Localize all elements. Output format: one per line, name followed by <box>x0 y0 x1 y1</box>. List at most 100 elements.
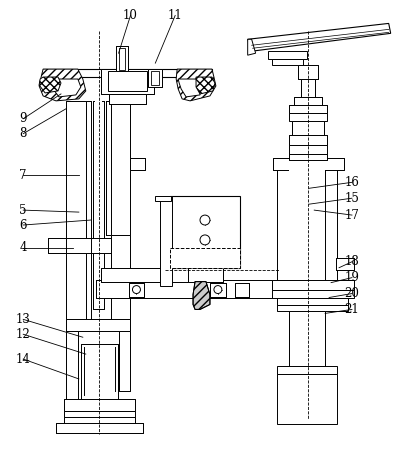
Bar <box>278 366 337 374</box>
Bar <box>301 79 315 97</box>
Bar <box>64 399 135 411</box>
Bar <box>48 238 118 253</box>
Bar <box>289 135 327 145</box>
Bar <box>325 169 337 283</box>
Polygon shape <box>178 79 200 97</box>
Bar <box>66 253 86 320</box>
Bar <box>177 69 212 77</box>
Bar <box>43 69 212 77</box>
Bar <box>93 101 104 309</box>
Bar <box>188 268 223 282</box>
Bar <box>86 101 91 319</box>
Bar <box>101 69 154 94</box>
Polygon shape <box>176 69 216 101</box>
Text: 20: 20 <box>345 287 359 300</box>
Bar <box>289 135 327 145</box>
Circle shape <box>133 285 140 294</box>
Bar <box>289 311 325 366</box>
Bar <box>298 65 318 79</box>
Bar <box>289 154 327 160</box>
Text: 6: 6 <box>19 218 27 231</box>
Bar <box>131 159 145 170</box>
Bar <box>278 305 348 311</box>
Circle shape <box>200 235 210 245</box>
Bar <box>111 235 131 320</box>
Bar <box>48 238 118 253</box>
Text: 9: 9 <box>19 112 27 125</box>
Text: 16: 16 <box>345 176 359 189</box>
Bar <box>56 423 143 433</box>
Polygon shape <box>39 69 86 101</box>
Text: 13: 13 <box>16 313 31 326</box>
Text: 14: 14 <box>16 352 31 366</box>
Bar <box>106 101 111 235</box>
Bar <box>272 289 354 298</box>
Text: 17: 17 <box>345 208 359 222</box>
Bar <box>177 69 212 77</box>
Bar <box>101 268 200 282</box>
Bar <box>111 235 131 320</box>
Bar <box>96 280 314 298</box>
Bar <box>278 374 337 424</box>
Bar <box>292 121 324 135</box>
Bar <box>289 105 327 113</box>
Bar <box>294 97 322 105</box>
Bar <box>111 101 131 235</box>
Bar <box>278 169 289 283</box>
Text: 19: 19 <box>345 271 359 284</box>
Bar <box>81 344 118 399</box>
Polygon shape <box>248 24 391 51</box>
Bar <box>108 71 147 91</box>
Bar <box>66 319 131 331</box>
Text: 4: 4 <box>19 241 27 254</box>
Text: 10: 10 <box>123 9 138 22</box>
Bar <box>210 283 226 297</box>
Polygon shape <box>53 79 81 97</box>
Polygon shape <box>193 282 210 309</box>
Polygon shape <box>196 77 215 94</box>
Bar <box>101 69 154 94</box>
Bar <box>91 101 106 319</box>
Bar <box>278 298 348 305</box>
Text: 8: 8 <box>20 127 27 140</box>
Bar <box>109 94 146 104</box>
Circle shape <box>200 215 210 225</box>
Bar <box>298 65 318 79</box>
Bar <box>64 417 135 423</box>
Polygon shape <box>248 39 256 55</box>
Bar <box>188 268 223 282</box>
Bar <box>272 159 344 170</box>
Bar <box>301 79 315 97</box>
Bar <box>66 331 78 411</box>
Bar <box>278 169 289 283</box>
Bar <box>116 46 127 71</box>
Text: 21: 21 <box>345 303 359 316</box>
Bar <box>148 69 162 87</box>
Bar <box>66 101 86 319</box>
Text: 11: 11 <box>168 9 183 22</box>
Bar <box>93 101 104 309</box>
Bar <box>148 69 162 87</box>
Bar <box>43 69 78 77</box>
Bar <box>289 169 325 283</box>
Bar <box>109 94 146 104</box>
Bar <box>66 253 86 320</box>
Bar <box>272 280 354 289</box>
Bar <box>160 196 172 285</box>
Bar <box>129 283 144 297</box>
Bar <box>289 145 327 154</box>
Bar <box>129 283 144 297</box>
Text: 15: 15 <box>345 192 359 205</box>
Bar <box>170 248 240 268</box>
Bar <box>210 283 226 297</box>
Bar <box>96 280 314 298</box>
Bar <box>118 331 131 391</box>
Bar <box>64 411 135 417</box>
Bar <box>272 59 303 65</box>
Bar <box>278 298 348 305</box>
Bar <box>64 417 135 423</box>
Bar <box>95 101 102 299</box>
Text: 12: 12 <box>16 328 31 341</box>
Bar <box>81 344 118 399</box>
Text: 7: 7 <box>19 169 27 182</box>
